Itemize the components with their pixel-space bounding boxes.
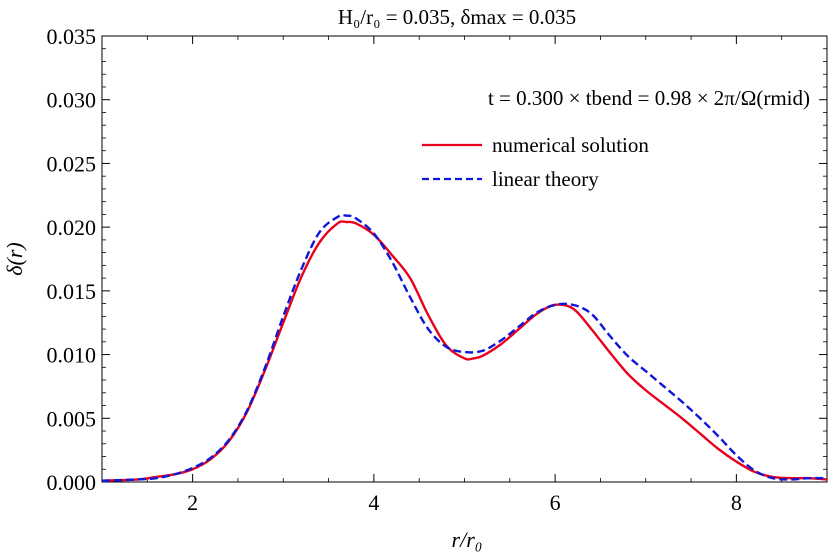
y-tick-label: 0.015 xyxy=(47,279,97,304)
y-tick-label: 0.005 xyxy=(47,406,97,431)
legend-label-linear: linear theory xyxy=(492,167,599,191)
y-tick-label: 0.025 xyxy=(47,151,97,176)
y-tick-label: 0.010 xyxy=(47,343,97,368)
x-tick-label: 8 xyxy=(731,490,742,515)
numerical-solution-line xyxy=(101,220,828,482)
x-tick-label: 2 xyxy=(187,490,198,515)
chart-title: H₀/r₀ = 0.035, δmax = 0.035 xyxy=(338,5,576,29)
time-annotation: t = 0.300 × tbend = 0.98 × 2π/Ω(rmid) xyxy=(488,86,810,110)
linear-theory-line xyxy=(101,213,828,482)
y-tick-label: 0.035 xyxy=(47,24,97,49)
x-axis: 2 4 6 8 xyxy=(101,36,828,515)
x-tick-label: 4 xyxy=(368,490,379,515)
legend-label-numerical: numerical solution xyxy=(492,133,649,157)
y-tick-label: 0.020 xyxy=(47,215,97,240)
x-tick-label: 6 xyxy=(550,490,561,515)
y-tick-label: 0.000 xyxy=(47,470,97,495)
legend: numerical solution linear theory xyxy=(422,133,649,191)
y-axis-title: δ(r) xyxy=(2,242,27,275)
y-tick-label: 0.030 xyxy=(47,88,97,113)
series-layer xyxy=(101,213,828,482)
y-axis: 0.000 0.005 0.010 0.015 0.020 0.025 0.030 0.035 xyxy=(47,24,827,495)
x-axis-title: r/r₀ xyxy=(452,527,483,552)
